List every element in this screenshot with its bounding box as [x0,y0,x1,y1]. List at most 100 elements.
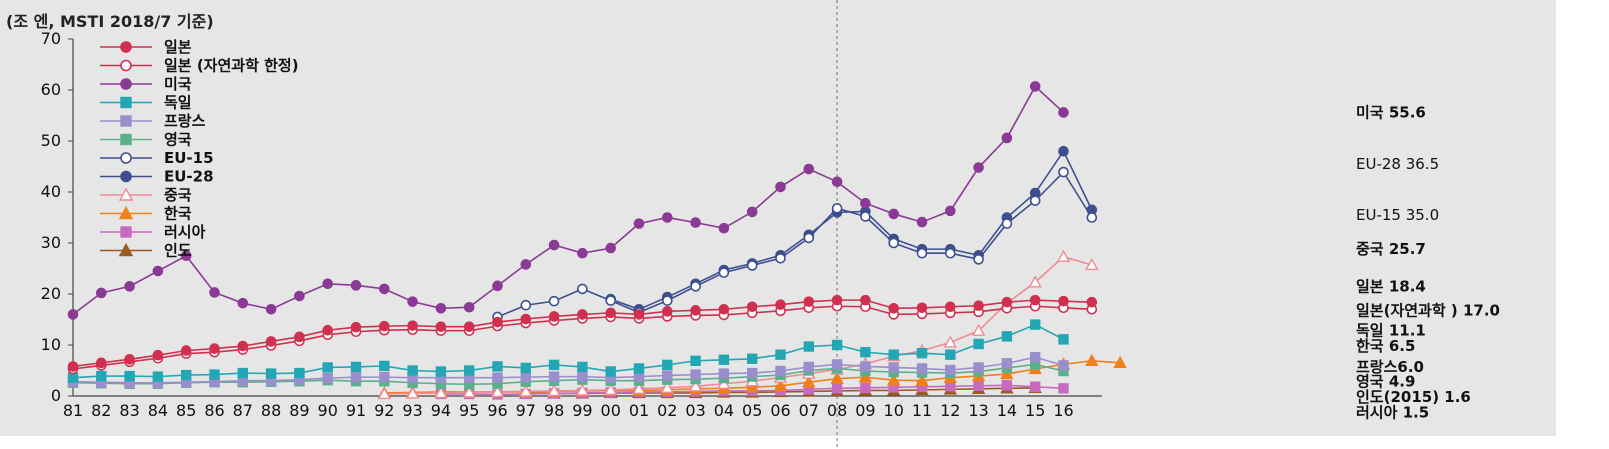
프랑스-point [860,361,871,372]
eu-15-point [1029,195,1041,206]
eu-15-point [690,281,701,292]
일본-point [690,305,701,316]
x-tick-label: 96 [487,401,507,420]
y-tick-label: 20 [41,284,61,303]
일본-point [548,311,560,322]
미국-point [180,250,192,262]
일본-point [463,321,475,332]
미국-point [888,208,900,220]
미국-point [1029,81,1041,92]
eu-15-end-label: EU-15 35.0 [1356,206,1439,224]
한국-point [802,375,816,388]
일본-자연과학-한정-end-label: 일본(자연과학 ) 17.0 [1356,301,1500,319]
프랑스-series-line [72,356,1064,384]
독일-point [152,371,164,382]
미국-point [407,296,418,307]
독일-legend-marker [120,96,132,109]
일본-point [775,299,786,311]
독일-point [124,370,135,382]
미국-point [67,309,79,320]
x-tick-label: 01 [629,401,649,420]
영국-legend-marker [120,133,132,146]
일본-point [973,300,984,312]
eu-28-legend-label: EU-28 [164,168,214,186]
미국-point [237,297,249,309]
eu-15-point [577,283,588,295]
중국-point [490,384,505,398]
x-tick-label: 99 [572,401,592,420]
인도-end-label: 인도(2015) 1.6 [1356,388,1471,406]
eu-15-point [548,295,560,307]
영국-end-label: 영국 4.9 [1356,373,1415,391]
독일-point [633,363,645,374]
프랑스-point [662,370,673,381]
eu-15-point [661,295,673,306]
x-tick-label: 04 [714,401,734,420]
x-tick-label: 09 [855,401,875,420]
영국-legend-label: 영국 [164,131,192,149]
독일-point [605,366,616,377]
독일-point [916,347,928,359]
일본-point [1001,296,1013,308]
미국-point [96,287,107,299]
중국-point [604,382,618,396]
plot-background [0,0,1556,436]
일본-point [237,340,249,352]
x-tick-label: 90 [318,401,338,420]
프랑스-point [718,368,730,379]
x-tick-label: 93 [402,401,422,420]
중국-point [405,386,420,399]
프랑스-point [916,363,928,374]
일본-point [265,336,277,347]
eu-15-point [831,203,843,214]
eu-15-point [1058,166,1069,178]
eu-15-legend-marker [120,152,132,164]
일본-자연과학-한정-legend-marker [120,59,132,72]
eu-28-legend-marker [120,170,132,183]
미국-legend-marker [120,78,132,90]
독일-point [945,349,956,360]
x-tick-label: 14 [997,401,1017,420]
러시아-point [1029,381,1041,393]
독일-point [888,349,899,360]
한국-point [1085,353,1099,367]
일본-point [378,320,390,332]
eu-15-series-line [497,170,1093,318]
미국-point [350,280,362,291]
러시아-end-label: 러시아 1.5 [1356,403,1429,421]
중국-point [434,385,448,399]
eu-15-point [944,247,956,259]
미국-point [746,206,758,218]
독일-point [96,370,107,382]
미국-point [463,301,475,313]
중국-point [660,380,674,394]
일본-point [492,316,503,328]
x-tick-label: 87 [233,401,253,420]
중국-legend-marker [118,187,134,201]
중국-point [377,387,391,400]
x-tick-label: 03 [685,401,705,420]
y-tick-label: 70 [41,29,61,48]
미국-point [265,303,277,315]
독일-point [379,360,390,372]
러시아-point [973,380,984,391]
x-tick-label: 15 [1025,401,1045,420]
미국-point [322,278,334,290]
독일-point [662,359,673,371]
x-tick-label: 97 [516,401,536,420]
독일-point [718,354,730,365]
미국-point [690,217,701,228]
한국-point [915,373,929,386]
일본-point [1086,296,1098,308]
독일-point [803,341,814,352]
프랑스-point [775,365,786,377]
독일-point [322,362,333,373]
미국-point [520,259,532,270]
x-tick-label: 84 [148,401,168,420]
미국-point [803,163,815,175]
독일-point [435,366,447,377]
프랑스-point [322,372,333,384]
일본-point [633,309,645,320]
중국-point [519,384,533,397]
